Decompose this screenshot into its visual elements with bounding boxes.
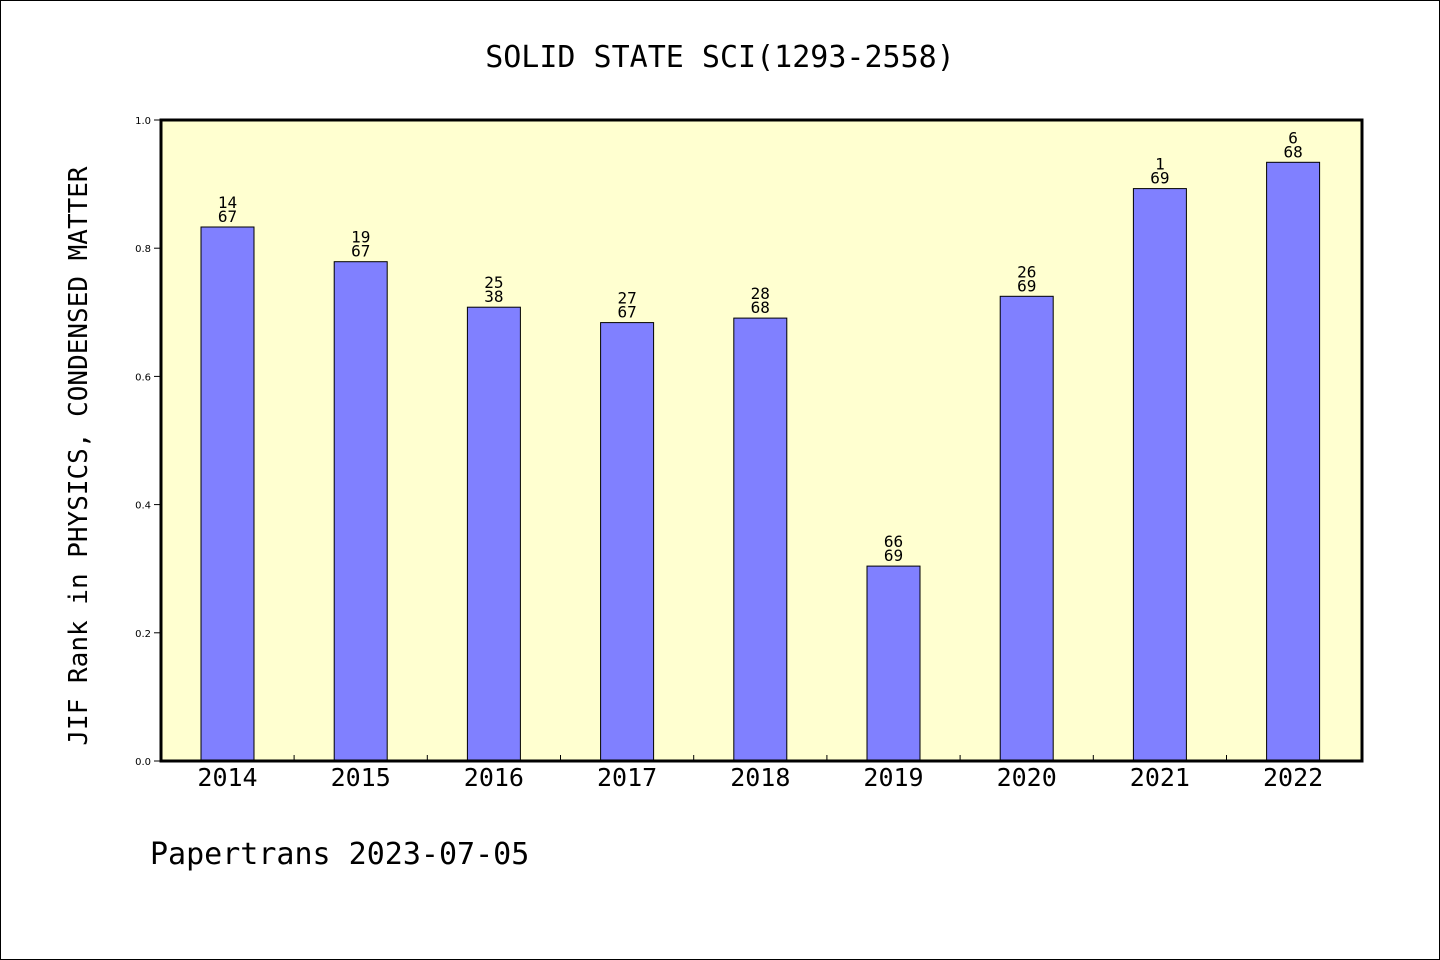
total-label-2021: 69 bbox=[1150, 169, 1169, 188]
y-tick-label: 0.6 bbox=[135, 372, 151, 383]
x-tick-label-2017: 2017 bbox=[597, 763, 657, 792]
rank-label-2017: 27 bbox=[617, 289, 636, 308]
bar-2022 bbox=[1266, 161, 1321, 762]
bar-2021 bbox=[1132, 188, 1187, 762]
rank-label-2018: 28 bbox=[751, 284, 770, 303]
total-label-2019: 69 bbox=[884, 546, 903, 565]
total-label-2018: 68 bbox=[751, 298, 770, 317]
y-tick-label: 0.8 bbox=[135, 244, 151, 255]
bar-2019 bbox=[866, 565, 921, 762]
plot-frame bbox=[159, 118, 1364, 763]
footer-text: Papertrans 2023-07-05 bbox=[150, 837, 529, 872]
rank-label-2020: 26 bbox=[1017, 262, 1036, 281]
x-tick-label-2022: 2022 bbox=[1263, 763, 1323, 792]
rank-label-2015: 19 bbox=[351, 228, 370, 247]
y-axis-label: JIF Rank in PHYSICS, CONDENSED MATTER bbox=[64, 166, 94, 746]
rank-label-2014: 14 bbox=[218, 193, 237, 212]
x-tick-label-2021: 2021 bbox=[1130, 763, 1190, 792]
total-label-2022: 68 bbox=[1283, 142, 1302, 161]
rank-label-2019: 66 bbox=[884, 532, 903, 551]
y-tick-label: 0.4 bbox=[135, 501, 151, 512]
bar-2018 bbox=[733, 317, 788, 762]
x-axis: 2014 2015 2016 2017 2018 2019 2020 2021 2022 bbox=[197, 755, 1323, 792]
rank-label-2016: 25 bbox=[484, 273, 503, 292]
bar-2020 bbox=[999, 295, 1054, 762]
bar-2016 bbox=[466, 306, 521, 762]
bar-2014 bbox=[200, 226, 255, 762]
y-tick-label: 0.0 bbox=[135, 757, 151, 768]
y-axis: 0.0 0.2 0.4 0.6 0.8 1.0 bbox=[135, 116, 161, 768]
x-tick-label-2014: 2014 bbox=[197, 763, 257, 792]
bar-2017 bbox=[600, 322, 655, 762]
x-tick-label-2019: 2019 bbox=[863, 763, 923, 792]
x-tick-label-2015: 2015 bbox=[331, 763, 391, 792]
total-label-2015: 67 bbox=[351, 242, 370, 261]
total-label-2017: 67 bbox=[617, 303, 636, 322]
bars-group bbox=[200, 161, 1321, 762]
x-tick-label-2016: 2016 bbox=[464, 763, 524, 792]
total-label-2014: 67 bbox=[218, 207, 237, 226]
chart-title: SOLID STATE SCI(1293-2558) bbox=[485, 40, 955, 75]
rank-label-2021: 1 bbox=[1155, 155, 1165, 174]
total-label-2016: 38 bbox=[484, 287, 503, 306]
bar-2015 bbox=[333, 261, 388, 762]
rank-label-2022: 6 bbox=[1288, 128, 1298, 147]
y-tick-label: 0.2 bbox=[135, 629, 151, 640]
x-tick-label-2020: 2020 bbox=[997, 763, 1057, 792]
y-tick-label: 1.0 bbox=[135, 116, 151, 127]
x-tick-label-2018: 2018 bbox=[730, 763, 790, 792]
total-label-2020: 69 bbox=[1017, 276, 1036, 295]
